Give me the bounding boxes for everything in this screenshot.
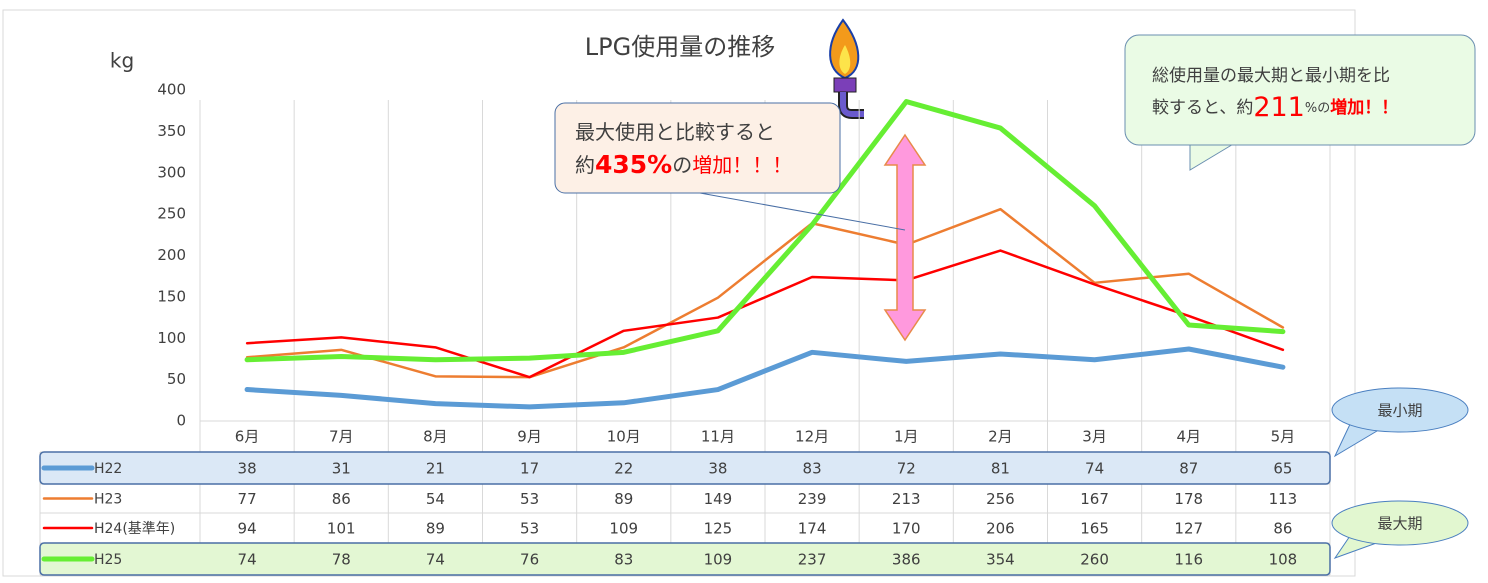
callout-text: 増加！！！ bbox=[692, 153, 792, 177]
y-tick-label: 200 bbox=[157, 246, 186, 264]
callout-text: %の bbox=[1305, 101, 1330, 116]
x-tick-label: 10月 bbox=[607, 428, 641, 446]
table-cell: 89 bbox=[426, 520, 445, 538]
table-cell: 17 bbox=[520, 460, 539, 478]
min-label: 最小期 bbox=[1377, 402, 1422, 420]
table-cell: 108 bbox=[1269, 551, 1298, 569]
table-cell: 78 bbox=[332, 551, 351, 569]
table-cell: 77 bbox=[238, 490, 257, 508]
callout-text: 増加！！ bbox=[1330, 97, 1398, 118]
x-tick-label: 2月 bbox=[988, 428, 1013, 446]
table-cell: 127 bbox=[1174, 520, 1203, 538]
table-cell: 53 bbox=[520, 490, 539, 508]
table-cell: 213 bbox=[892, 490, 921, 508]
table-cell: 149 bbox=[704, 490, 733, 508]
max-callout: 最大期 bbox=[1332, 501, 1468, 558]
table-cell: 86 bbox=[332, 490, 351, 508]
legend-label: H23 bbox=[94, 492, 122, 508]
table-cell: 21 bbox=[426, 460, 445, 478]
callout-text: 最大使用と比較すると bbox=[575, 120, 775, 144]
svg-text:最大使用と比較すると: 最大使用と比較すると bbox=[575, 120, 775, 144]
table-cell: 167 bbox=[1080, 490, 1109, 508]
table-cell: 109 bbox=[704, 551, 733, 569]
svg-text:約435%の増加！！！: 約435%の増加！！！ bbox=[575, 150, 792, 179]
legend-label: H22 bbox=[94, 461, 122, 477]
table-cell: 116 bbox=[1174, 551, 1203, 569]
table-cell: 65 bbox=[1273, 460, 1292, 478]
table-cell: 256 bbox=[986, 490, 1015, 508]
callout-text: 約 bbox=[575, 153, 595, 177]
x-tick-label: 3月 bbox=[1082, 428, 1107, 446]
table-cell: 38 bbox=[708, 460, 727, 478]
max-label: 最大期 bbox=[1377, 515, 1422, 533]
y-tick-label: 150 bbox=[157, 287, 186, 305]
x-tick-label: 5月 bbox=[1271, 428, 1296, 446]
legend-label: H24(基準年) bbox=[94, 520, 175, 537]
y-tick-label: 50 bbox=[167, 370, 186, 388]
table-cell: 113 bbox=[1269, 490, 1298, 508]
chart: LPG使用量の推移 kg 最大使用と比較すると 約435%の増加！！！ 総使用量… bbox=[0, 0, 1488, 579]
table-cell: 72 bbox=[897, 460, 916, 478]
table-cell: 165 bbox=[1080, 520, 1109, 538]
x-tick-label: 7月 bbox=[329, 428, 354, 446]
x-tick-label: 4月 bbox=[1176, 428, 1201, 446]
table-cell: 22 bbox=[614, 460, 633, 478]
y-tick-label: 250 bbox=[157, 205, 186, 223]
table-cell: 83 bbox=[614, 551, 633, 569]
table-cell: 239 bbox=[798, 490, 827, 508]
x-tick-label: 12月 bbox=[795, 428, 829, 446]
row-highlight bbox=[40, 543, 1330, 575]
y-tick-label: 350 bbox=[157, 122, 186, 140]
table-cell: 89 bbox=[614, 490, 633, 508]
row-highlight bbox=[40, 452, 1330, 484]
table-cell: 260 bbox=[1080, 551, 1109, 569]
x-tick-label: 11月 bbox=[701, 428, 735, 446]
table-cell: 87 bbox=[1179, 460, 1198, 478]
table-cell: 237 bbox=[798, 551, 827, 569]
legend-label: H25 bbox=[94, 552, 122, 568]
x-tick-label: 1月 bbox=[894, 428, 919, 446]
callout-text: の bbox=[672, 153, 692, 177]
y-tick-label: 400 bbox=[157, 81, 186, 99]
table-cell: 101 bbox=[327, 520, 356, 538]
table-cell: 125 bbox=[704, 520, 733, 538]
table-cell: 38 bbox=[238, 460, 257, 478]
table-cell: 81 bbox=[991, 460, 1010, 478]
y-tick-label: 100 bbox=[157, 329, 186, 347]
table-cell: 94 bbox=[238, 520, 257, 538]
table-cell: 206 bbox=[986, 520, 1015, 538]
table-cell: 174 bbox=[798, 520, 827, 538]
callout-text: 総使用量の最大期と最小期を比 bbox=[1152, 65, 1390, 86]
chart-title: LPG使用量の推移 bbox=[585, 33, 775, 61]
table-cell: 386 bbox=[892, 551, 921, 569]
callout-number: 211 bbox=[1253, 92, 1305, 123]
table-cell: 109 bbox=[609, 520, 638, 538]
x-tick-label: 6月 bbox=[235, 428, 260, 446]
table-cell: 74 bbox=[238, 551, 257, 569]
y-tick-label: 0 bbox=[176, 412, 186, 430]
y-tick-label: 300 bbox=[157, 163, 186, 181]
svg-text:総使用量の最大期と最小期を比: 総使用量の最大期と最小期を比 bbox=[1152, 65, 1390, 86]
table-cell: 53 bbox=[520, 520, 539, 538]
x-tick-label: 9月 bbox=[517, 428, 542, 446]
x-tick-label: 8月 bbox=[423, 428, 448, 446]
table-cell: 74 bbox=[1085, 460, 1104, 478]
table-cell: 86 bbox=[1273, 520, 1292, 538]
table-cell: 354 bbox=[986, 551, 1015, 569]
table-cell: 54 bbox=[426, 490, 445, 508]
table-cell: 83 bbox=[803, 460, 822, 478]
table-cell: 31 bbox=[332, 460, 351, 478]
table-cell: 170 bbox=[892, 520, 921, 538]
callout-number: 435% bbox=[595, 150, 672, 179]
min-callout: 最小期 bbox=[1332, 388, 1468, 456]
y-axis-label: kg bbox=[110, 49, 134, 73]
table-cell: 178 bbox=[1174, 490, 1203, 508]
table-cell: 74 bbox=[426, 551, 445, 569]
callout-text: 較すると、約 bbox=[1152, 98, 1253, 118]
table-cell: 76 bbox=[520, 551, 539, 569]
